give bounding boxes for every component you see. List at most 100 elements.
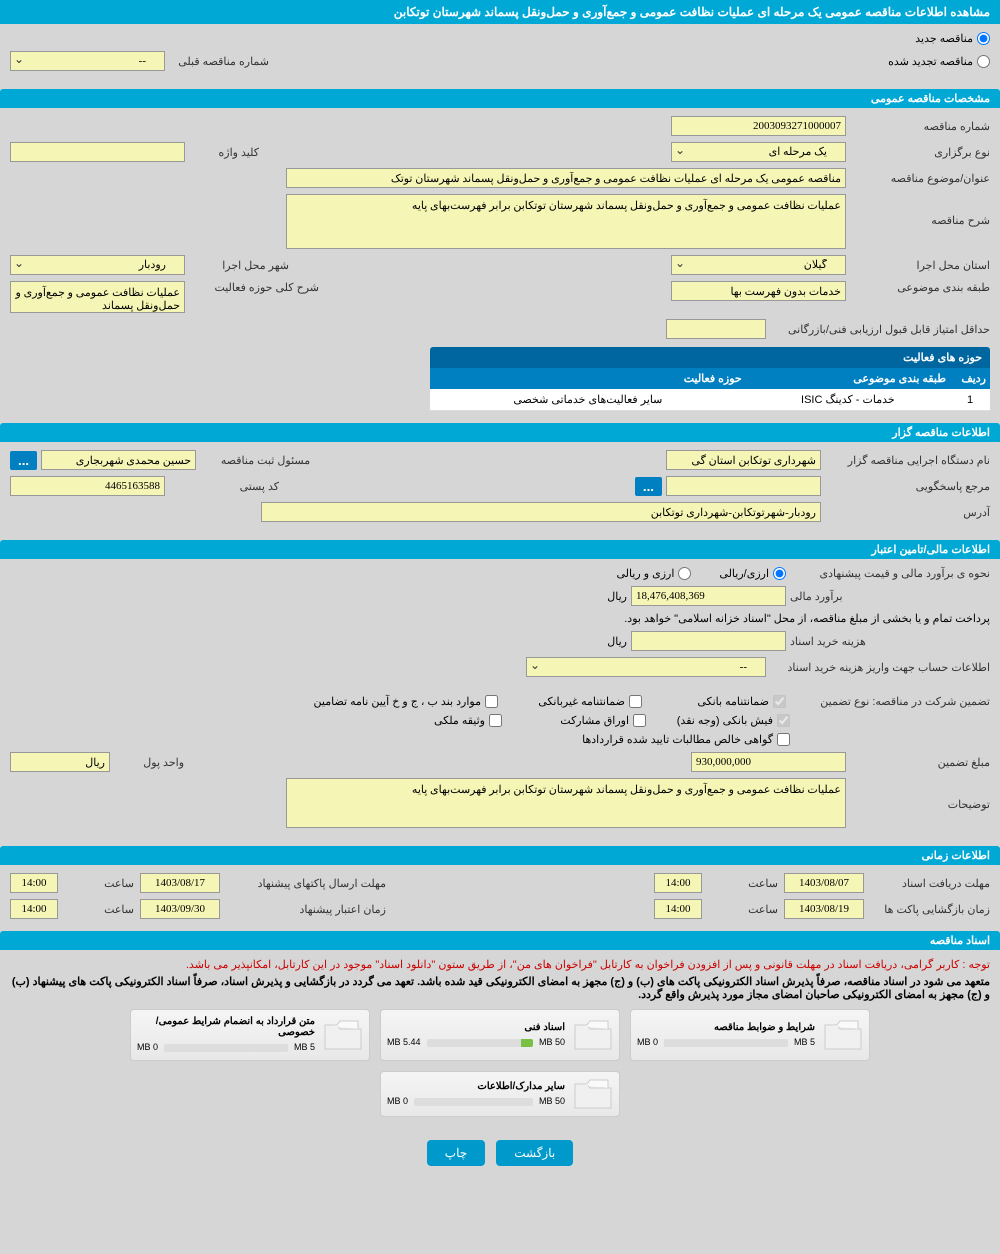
doc-title: اسناد فنی bbox=[387, 1022, 565, 1033]
estimate-unit: ریال bbox=[607, 590, 627, 603]
chk-receivables-label: گواهی خالص مطالبات تایید شده قراردادها bbox=[582, 733, 773, 746]
notes-label: توضیحات bbox=[850, 778, 990, 811]
radio-renewed-label: مناقصه تجدید شده bbox=[888, 55, 973, 68]
subject-field[interactable] bbox=[286, 168, 846, 188]
doc-receive-time[interactable] bbox=[654, 873, 702, 893]
chk-receivables[interactable] bbox=[777, 733, 790, 746]
chk-bylaw-label: موارد بند ب ، ج و خ آیین نامه تضامین bbox=[314, 695, 481, 708]
section-general-spec: مشخصات مناقصه عمومی bbox=[0, 89, 1000, 108]
subject-label: عنوان/موضوع مناقصه bbox=[850, 172, 990, 185]
description-field[interactable] bbox=[286, 194, 846, 249]
page-title: مشاهده اطلاعات مناقصه عمومی یک مرحله ای … bbox=[0, 0, 1000, 24]
chk-nonbank-guarantee-label: ضمانتنامه غیربانکی bbox=[538, 695, 625, 708]
section-organizer: اطلاعات مناقصه گزار bbox=[0, 423, 1000, 442]
proposal-validity-label: زمان اعتبار پیشنهاد bbox=[226, 903, 386, 916]
envelope-open-date[interactable] bbox=[784, 899, 864, 919]
unit-field[interactable] bbox=[10, 752, 110, 772]
response-ref-field[interactable] bbox=[666, 476, 821, 496]
postal-code-field[interactable] bbox=[10, 476, 165, 496]
responsible-field[interactable] bbox=[41, 450, 196, 470]
time-label-2: ساعت bbox=[64, 877, 134, 890]
doc-purchase-field[interactable] bbox=[631, 631, 786, 651]
notes-field[interactable] bbox=[286, 778, 846, 828]
chk-property[interactable] bbox=[489, 714, 502, 727]
chk-nonbank-guarantee[interactable] bbox=[629, 695, 642, 708]
doc-purchase-label: هزینه خرید اسناد bbox=[790, 635, 990, 648]
radio-both[interactable] bbox=[678, 567, 691, 580]
chk-bank-guarantee-label: ضمانتنامه بانکی bbox=[697, 695, 769, 708]
chk-bank-receipt[interactable] bbox=[777, 714, 790, 727]
proposal-validity-time[interactable] bbox=[10, 899, 58, 919]
col-row: ردیف bbox=[950, 368, 990, 389]
activity-desc-label: شرح کلی حوزه فعالیت bbox=[189, 281, 319, 294]
doc-card[interactable]: سایر مدارک/اطلاعات50 MB0 MB bbox=[380, 1071, 620, 1117]
chk-bylaw[interactable] bbox=[485, 695, 498, 708]
proposal-send-date[interactable] bbox=[140, 873, 220, 893]
province-select[interactable]: گیلان bbox=[671, 255, 846, 275]
doc-title: شرایط و ضوابط مناقصه bbox=[637, 1022, 815, 1033]
address-field[interactable] bbox=[261, 502, 821, 522]
envelope-open-time[interactable] bbox=[654, 899, 702, 919]
account-select[interactable]: -- bbox=[526, 657, 766, 677]
tender-number-field[interactable] bbox=[671, 116, 846, 136]
radio-new-tender[interactable] bbox=[977, 32, 990, 45]
col-category: طبقه بندی موضوعی bbox=[746, 368, 950, 389]
folder-icon bbox=[823, 1019, 863, 1051]
doc-info: شرایط و ضوابط مناقصه5 MB0 MB bbox=[637, 1022, 815, 1049]
city-select[interactable]: رودبار bbox=[10, 255, 185, 275]
chk-participation[interactable] bbox=[633, 714, 646, 727]
response-ref-more-button[interactable]: ... bbox=[635, 477, 662, 496]
doc-total: 50 MB bbox=[539, 1096, 565, 1108]
account-info-label: اطلاعات حساب جهت واریز هزینه خرید اسناد bbox=[770, 661, 990, 674]
guarantee-type-label: تضمین شرکت در مناقصه: نوع تضمین bbox=[790, 695, 990, 708]
col-activity: حوزه فعالیت bbox=[430, 368, 746, 389]
doc-title: سایر مدارک/اطلاعات bbox=[387, 1081, 565, 1092]
prev-number-select[interactable]: -- bbox=[10, 51, 165, 71]
print-button[interactable]: چاپ bbox=[427, 1140, 485, 1166]
radio-currency-label: ارزی/ریالی bbox=[719, 567, 769, 580]
activities-table-title: حوزه های فعالیت bbox=[430, 347, 990, 368]
chk-property-label: وثیقه ملکی bbox=[434, 714, 485, 727]
org-name-field[interactable] bbox=[666, 450, 821, 470]
min-score-field[interactable] bbox=[666, 319, 766, 339]
holding-type-select[interactable]: یک مرحله ای bbox=[671, 142, 846, 162]
guarantee-amount-field[interactable] bbox=[691, 752, 846, 772]
responsible-label: مسئول ثبت مناقصه bbox=[200, 454, 310, 467]
keyword-label: کلید واژه bbox=[189, 146, 259, 159]
doc-receive-date[interactable] bbox=[784, 873, 864, 893]
radio-renewed-tender[interactable] bbox=[977, 55, 990, 68]
category-field[interactable] bbox=[671, 281, 846, 301]
envelope-open-label: زمان بازگشایی پاکت ها bbox=[870, 903, 990, 916]
proposal-send-label: مهلت ارسال پاکتهای پیشنهاد bbox=[226, 877, 386, 890]
doc-total: 5 MB bbox=[794, 1037, 815, 1049]
section-financial: اطلاعات مالی/تامین اعتبار bbox=[0, 540, 1000, 559]
estimate-field[interactable] bbox=[631, 586, 786, 606]
chk-bank-guarantee[interactable] bbox=[773, 695, 786, 708]
radio-currency[interactable] bbox=[773, 567, 786, 580]
section-docs: اسناد مناقصه bbox=[0, 931, 1000, 950]
doc-card[interactable]: متن قرارداد به انضمام شرایط عمومی/خصوصی5… bbox=[130, 1009, 370, 1061]
cell-num: 1 bbox=[950, 389, 990, 411]
response-ref-label: مرجع پاسخگویی bbox=[825, 480, 990, 493]
folder-icon bbox=[573, 1019, 613, 1051]
doc-card[interactable]: شرایط و ضوابط مناقصه5 MB0 MB bbox=[630, 1009, 870, 1061]
proposal-validity-date[interactable] bbox=[140, 899, 220, 919]
folder-icon bbox=[323, 1019, 363, 1051]
description-label: شرح مناقصه bbox=[850, 194, 990, 227]
doc-card[interactable]: اسناد فنی50 MB5.44 MB bbox=[380, 1009, 620, 1061]
doc-used: 0 MB bbox=[137, 1042, 158, 1054]
activities-table-container: حوزه های فعالیت ردیف طبقه بندی موضوعی حو… bbox=[430, 347, 990, 411]
doc-total: 50 MB bbox=[539, 1037, 565, 1049]
responsible-more-button[interactable]: ... bbox=[10, 451, 37, 470]
back-button[interactable]: بازگشت bbox=[496, 1140, 573, 1166]
doc-total: 5 MB bbox=[294, 1042, 315, 1054]
proposal-send-time[interactable] bbox=[10, 873, 58, 893]
activity-desc-field[interactable] bbox=[10, 281, 185, 313]
docs-grid: شرایط و ضوابط مناقصه 5 MB 0 MB اسناد فنی 50 … bbox=[10, 1009, 990, 1117]
keyword-field[interactable] bbox=[10, 142, 185, 162]
guarantee-amount-label: مبلغ تضمین bbox=[850, 756, 990, 769]
activities-table: ردیف طبقه بندی موضوعی حوزه فعالیت 1 خدما… bbox=[430, 368, 990, 411]
radio-both-label: ارزی و ریالی bbox=[616, 567, 674, 580]
chk-bank-receipt-label: فیش بانکی (وجه نقد) bbox=[677, 714, 773, 727]
postal-code-label: کد پستی bbox=[169, 480, 279, 493]
